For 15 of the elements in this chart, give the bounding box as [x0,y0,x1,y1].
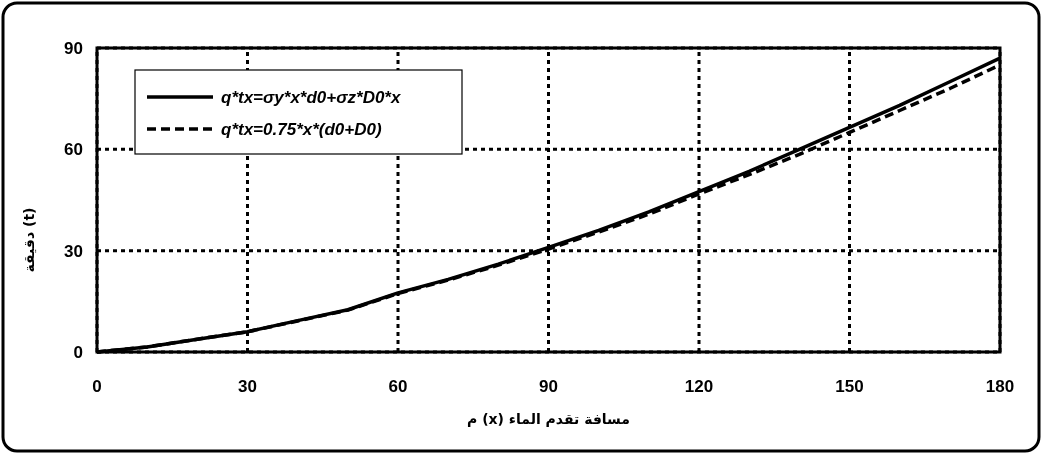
x-tick-label: 90 [539,377,558,396]
x-tick-label: 0 [92,377,102,396]
x-axis-title: مسافة تقدم الماء (x) م [467,411,630,427]
y-tick-label: 60 [64,140,83,160]
y-tick-label: 30 [64,241,83,261]
x-tick-label: 60 [388,377,408,396]
y-axis-title: (t) دقيقة [21,207,37,273]
legend-label: q*tx=σy*x*d0+σz*D0*x [221,88,402,107]
x-tick-label: 30 [238,377,257,396]
y-tick-label: 90 [64,39,83,58]
y-tick-label: 0 [73,343,83,362]
x-tick-label: 180 [985,377,1015,396]
x-tick-label: 150 [835,377,864,396]
x-tick-label: 120 [684,377,714,396]
legend-label: q*tx=0.75*x*(d0+D0) [221,120,382,139]
